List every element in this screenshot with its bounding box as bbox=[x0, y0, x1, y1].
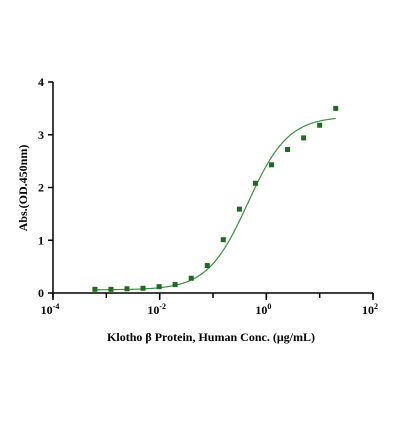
x-tick-label: 100 bbox=[255, 302, 271, 317]
data-point bbox=[269, 162, 275, 168]
data-point bbox=[156, 284, 162, 290]
data-point bbox=[333, 105, 339, 111]
y-tick-label: 0 bbox=[38, 286, 44, 300]
data-point bbox=[140, 285, 146, 291]
axes: 0 1 2 3 4 10-4 10-2 100 102 bbox=[38, 75, 378, 317]
x-tick-label: 10-2 bbox=[147, 302, 166, 317]
data-point bbox=[204, 263, 210, 269]
x-tick-label: 102 bbox=[362, 302, 378, 317]
fit-curve bbox=[94, 117, 336, 291]
data-point bbox=[252, 180, 258, 186]
labels-layer: Klotho β Protein, Human Conc. (μg/mL) Ab… bbox=[16, 145, 315, 344]
data-points-layer bbox=[92, 105, 339, 292]
fit-curve-layer bbox=[94, 117, 336, 291]
x-tick-label: 10-4 bbox=[41, 302, 60, 317]
data-point bbox=[285, 147, 291, 153]
y-tick-label: 4 bbox=[38, 75, 44, 89]
data-point bbox=[188, 275, 194, 281]
data-point bbox=[301, 135, 307, 141]
y-tick-label: 3 bbox=[38, 128, 44, 142]
data-point bbox=[108, 286, 114, 292]
data-point bbox=[124, 286, 130, 292]
data-point bbox=[172, 282, 178, 288]
data-point bbox=[317, 122, 323, 128]
y-axis-title: Abs.(OD.450nm) bbox=[16, 145, 30, 232]
x-axis-title: Klotho β Protein, Human Conc. (μg/mL) bbox=[107, 330, 315, 344]
y-tick-label: 1 bbox=[38, 233, 44, 247]
data-point bbox=[236, 206, 242, 212]
data-point bbox=[92, 286, 98, 292]
data-point bbox=[220, 237, 226, 243]
y-tick-label: 2 bbox=[38, 181, 44, 195]
